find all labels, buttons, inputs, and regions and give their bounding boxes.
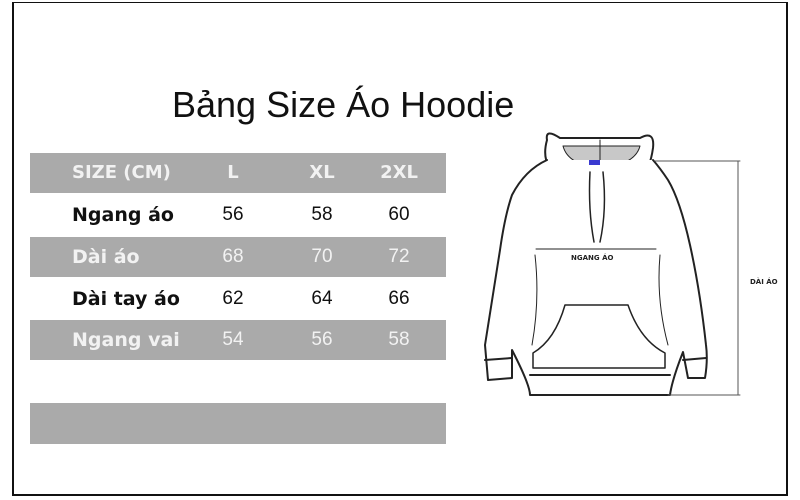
- cell: 58: [311, 204, 333, 225]
- row-label: Ngang vai: [72, 329, 180, 351]
- table-row: Ngang áo 56 58 60: [30, 195, 446, 235]
- width-label: NGANG ÁO: [571, 254, 614, 262]
- table-header: SIZE (CM) L XL 2XL: [30, 153, 446, 193]
- cell: 64: [311, 288, 333, 309]
- header-l: L: [227, 162, 239, 183]
- row-label: Dài áo: [72, 246, 140, 268]
- cell: 54: [222, 329, 244, 350]
- cell: 66: [388, 288, 410, 309]
- cell: 58: [388, 329, 410, 350]
- cell: 62: [222, 288, 244, 309]
- header-xl: XL: [309, 162, 335, 183]
- cell: 72: [388, 246, 410, 267]
- cell: 56: [222, 204, 244, 225]
- cell: 70: [311, 246, 333, 267]
- header-size: SIZE (CM): [72, 162, 171, 183]
- row-label: Dài tay áo: [72, 288, 180, 310]
- cell: 56: [311, 329, 333, 350]
- header-2xl: 2XL: [380, 162, 418, 183]
- empty-gray-bar: [30, 403, 446, 444]
- cell: 60: [388, 204, 410, 225]
- table-row: Ngang vai 54 56 58: [30, 320, 446, 360]
- brand-tag-icon: [589, 160, 600, 165]
- border-frame: [12, 2, 788, 496]
- row-label: Ngang áo: [72, 204, 174, 226]
- page-title: Bảng Size Áo Hoodie: [172, 84, 515, 125]
- table-row: Dài áo 68 70 72: [30, 237, 446, 277]
- cell: 68: [222, 246, 244, 267]
- length-label: DÀI ÁO: [750, 278, 778, 286]
- table-row: Dài tay áo 62 64 66: [30, 279, 446, 319]
